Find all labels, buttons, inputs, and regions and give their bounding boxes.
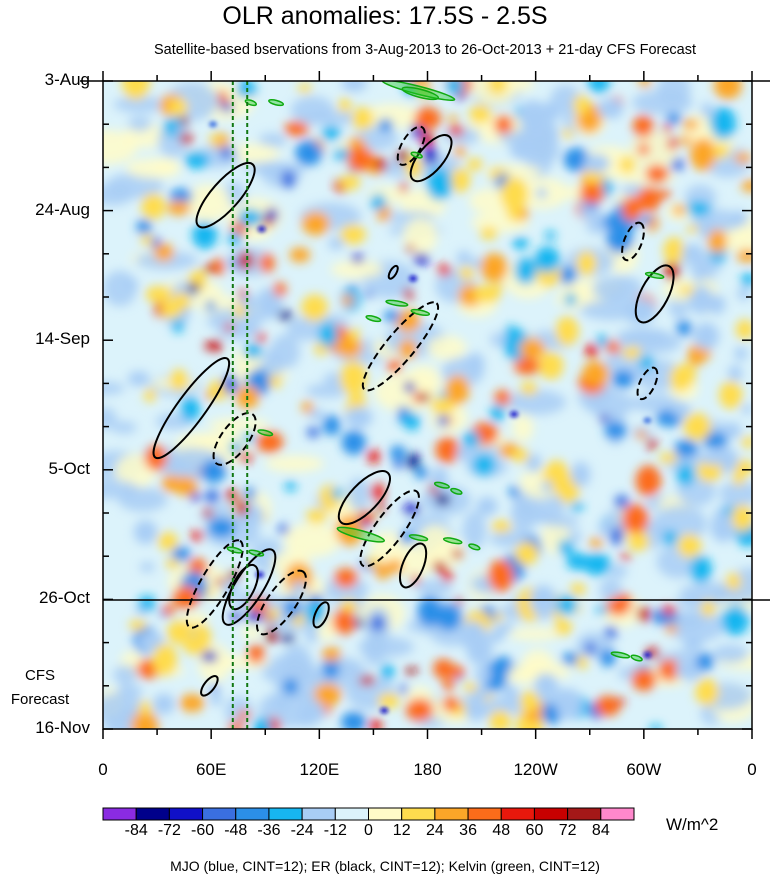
y-tick-label: 24-Aug (35, 199, 90, 219)
kelvin-contour (630, 654, 643, 662)
colorbar-swatch (102, 807, 137, 821)
colorbar-label: -36 (257, 822, 281, 839)
filtered-anomaly-contours (152, 81, 675, 697)
kelvin-contour (433, 481, 450, 489)
colorbar-swatch (434, 807, 469, 821)
contour-legend-note: MJO (blue, CINT=12); ER (black, CINT=12)… (170, 858, 600, 874)
er-contour (337, 470, 391, 526)
kelvin-contour (226, 546, 243, 554)
kelvin-contour (268, 99, 285, 107)
er-contour (387, 264, 399, 280)
kelvin-contour (408, 534, 429, 542)
colorbar-label: -72 (157, 822, 181, 839)
x-tick-label: 0 (747, 760, 757, 779)
er-contour (221, 548, 277, 626)
kelvin-contour (248, 549, 265, 557)
colorbar-swatch (533, 807, 569, 821)
colorbar-swatch (368, 807, 403, 821)
colorbar-swatch (168, 807, 204, 821)
forecast-label-line-2: Forecast (10, 691, 70, 708)
colorbar-swatch (202, 807, 237, 821)
er-contour (195, 161, 256, 229)
reference-longitude-lines (231, 81, 249, 729)
y-tick-label: 26-Oct (38, 588, 90, 608)
kelvin-contour (442, 537, 463, 545)
y-tick-label: 5-Oct (48, 458, 90, 478)
colorbar-label: 72 (558, 822, 577, 839)
kelvin-contour (468, 543, 481, 551)
colorbar-label: 0 (364, 822, 373, 839)
colorbar-label: 84 (591, 822, 610, 839)
y-tick-label: 14-Sep (35, 329, 90, 349)
kelvin-contour (450, 487, 463, 495)
colorbar-swatch (268, 807, 303, 821)
colorbar-swatch (334, 807, 369, 821)
er-contour (396, 125, 426, 166)
er-contour (255, 569, 307, 636)
colorbar-swatch (467, 807, 502, 821)
x-tick-label: 60E (196, 760, 227, 779)
kelvin-contour (410, 151, 423, 159)
colorbar (102, 807, 635, 821)
forecast-label-line-1: CFS (25, 667, 55, 684)
colorbar-label: -48 (224, 822, 248, 839)
chart-title: OLR anomalies: 17.5S - 2.5S (222, 2, 548, 30)
x-tick-label: 180 (413, 760, 442, 779)
colorbar-label: -12 (323, 822, 347, 839)
colorbar-label: 60 (525, 822, 544, 839)
olr-anomaly-field (103, 81, 752, 729)
x-tick-label: 120W (513, 760, 558, 779)
er-contour (409, 134, 453, 183)
chart-subtitle: Satellite-based bservations from 3-Aug-2… (153, 42, 696, 58)
colorbar-swatch (235, 807, 270, 821)
er-contour (152, 357, 231, 460)
colorbar-swatch (301, 807, 336, 821)
plot-frame (102, 80, 753, 730)
kelvin-contour (410, 308, 431, 317)
er-contour (312, 601, 330, 629)
forecast-label: CFS Forecast (10, 664, 70, 712)
colorbar-label: 12 (392, 822, 411, 839)
colorbar-swatch (135, 807, 170, 821)
colorbar-label: 24 (425, 822, 444, 839)
x-tick-label: 120E (299, 760, 340, 779)
colorbar-swatch (600, 807, 635, 821)
colorbar-swatch (567, 807, 602, 821)
kelvin-contour (244, 99, 258, 107)
kelvin-contour (644, 271, 665, 279)
y-tick-label: 3-Aug (44, 70, 90, 89)
colorbar-swatch (401, 807, 436, 821)
y-tick-label: 16-Nov (35, 718, 90, 737)
colorbar-label: -24 (290, 822, 314, 839)
kelvin-contour (336, 526, 386, 543)
er-contour (621, 221, 645, 262)
er-contour (200, 675, 219, 697)
er-contour (398, 542, 428, 589)
colorbar-label: 48 (492, 822, 511, 839)
er-contour (359, 489, 420, 568)
kelvin-contour (365, 315, 382, 323)
er-contour (636, 366, 659, 401)
colorbar-swatch (500, 807, 535, 821)
colorbar-label: 36 (459, 822, 477, 839)
er-contour (212, 412, 257, 466)
kelvin-contour (610, 651, 631, 659)
er-contour (185, 539, 244, 629)
x-tick-label: 60W (626, 760, 662, 779)
kelvin-contour (385, 299, 409, 307)
colorbar-units: W/m^2 (666, 815, 719, 834)
kelvin-contour (401, 86, 440, 101)
colorbar-label: -84 (124, 822, 148, 839)
er-contour (634, 264, 675, 324)
kelvin-contour (257, 429, 274, 437)
x-tick-label: 0 (98, 760, 108, 779)
colorbar-label: -60 (191, 822, 215, 839)
